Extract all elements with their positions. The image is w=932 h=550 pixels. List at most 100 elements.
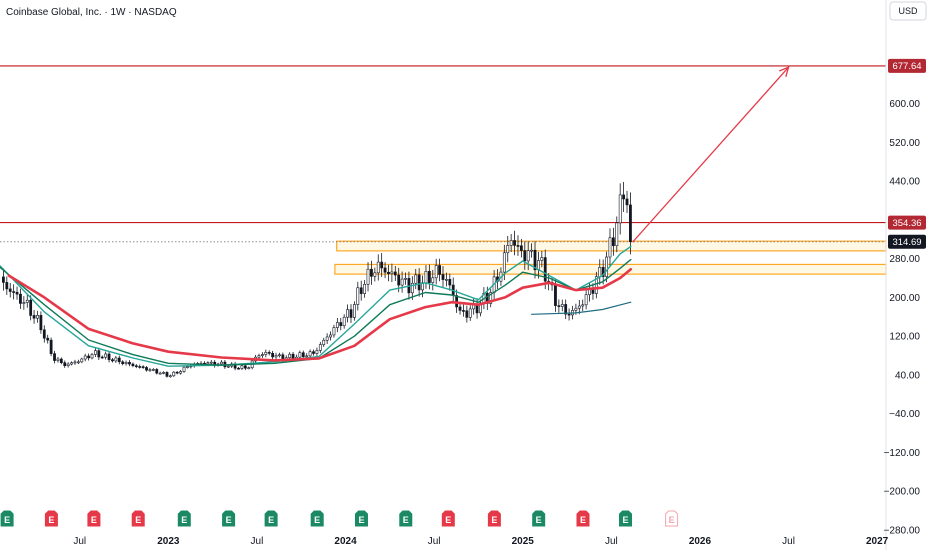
candle-body — [220, 362, 222, 364]
earnings-letter: E — [623, 515, 629, 525]
candle-body — [33, 315, 35, 318]
candle-body — [360, 288, 362, 294]
candle-body — [258, 356, 260, 358]
x-tick-label: Jul — [73, 536, 86, 547]
candle-body — [524, 251, 526, 261]
candle-body — [207, 363, 209, 364]
candle-body — [520, 246, 522, 251]
candle-body — [333, 328, 335, 335]
candle-body — [558, 306, 560, 307]
x-tick-label: 2027 — [866, 536, 889, 547]
candle-body — [241, 366, 243, 369]
earnings-icon[interactable]: E — [666, 511, 678, 526]
price-label-value: 354.36 — [892, 218, 921, 229]
earnings-icon[interactable]: E — [1, 511, 13, 526]
y-tick-label: 280.00 — [889, 254, 920, 265]
currency-button[interactable]: USD — [890, 2, 926, 20]
candle-body — [609, 238, 611, 257]
candle-body — [340, 323, 342, 326]
candle-body — [13, 292, 15, 293]
candle-body — [265, 352, 267, 354]
candle-body — [299, 353, 301, 357]
price-label-value: 314.69 — [892, 237, 921, 248]
candle-body — [319, 345, 321, 351]
candle-body — [125, 362, 127, 363]
candle-body — [503, 253, 505, 272]
candle-body — [353, 304, 355, 317]
candle-body — [74, 362, 76, 363]
earnings-letter: E — [669, 515, 675, 525]
x-tick-label: 2023 — [157, 536, 180, 547]
candle-body — [462, 310, 464, 311]
candle-body — [261, 354, 263, 355]
candle-body — [575, 308, 577, 310]
earnings-letter: E — [580, 515, 586, 525]
candle-body — [469, 309, 471, 317]
candle-body — [43, 330, 45, 338]
candle-body — [381, 262, 383, 268]
earnings-icon[interactable]: E — [355, 511, 367, 526]
candle-body — [23, 303, 25, 304]
candle-body — [599, 267, 601, 276]
earnings-icon[interactable]: E — [533, 511, 545, 526]
candle-body — [159, 373, 161, 374]
candle-body — [152, 369, 154, 370]
candle-body — [278, 355, 280, 356]
earnings-icon[interactable]: E — [577, 511, 589, 526]
earnings-icon[interactable]: E — [488, 511, 500, 526]
earnings-icon[interactable]: E — [620, 511, 632, 526]
candle-body — [132, 364, 134, 366]
earnings-icon[interactable]: E — [88, 511, 100, 526]
candle-body — [122, 362, 124, 364]
candle-body — [227, 366, 229, 367]
currency-label[interactable]: USD — [898, 6, 918, 16]
candle-body — [128, 362, 130, 364]
candle-body — [459, 307, 461, 310]
candle-body — [626, 199, 628, 205]
candle-body — [149, 370, 151, 371]
candle-body — [108, 354, 110, 360]
earnings-icon[interactable]: E — [265, 511, 277, 526]
candle-body — [16, 292, 18, 294]
candle-body — [326, 337, 328, 340]
earnings-icon[interactable]: E — [442, 511, 454, 526]
earnings-icon[interactable]: E — [400, 511, 412, 526]
candle-body — [169, 376, 171, 377]
candle-body — [585, 295, 587, 305]
candle-body — [517, 245, 519, 246]
candle-body — [456, 296, 458, 307]
candle-body — [578, 306, 580, 308]
earnings-icon[interactable]: E — [178, 511, 190, 526]
candle-body — [510, 240, 512, 245]
y-tick-label: −280.00 — [884, 526, 921, 537]
candle-body — [77, 362, 79, 363]
earnings-letter: E — [403, 515, 409, 525]
earnings-letter: E — [226, 515, 232, 525]
candle-body — [309, 352, 311, 356]
candle-body — [88, 356, 90, 358]
candle-body — [370, 269, 372, 276]
earnings-icon[interactable]: E — [132, 511, 144, 526]
candle-body — [244, 366, 246, 368]
earnings-letter: E — [314, 515, 320, 525]
earnings-icon[interactable]: E — [223, 511, 235, 526]
candle-body — [101, 357, 103, 358]
candle-body — [19, 294, 21, 303]
candle-body — [592, 290, 594, 294]
y-tick-label: 200.00 — [889, 293, 920, 304]
candle-body — [183, 367, 185, 371]
candle-body — [302, 353, 304, 357]
earnings-icon[interactable]: E — [311, 511, 323, 526]
candle-body — [616, 223, 618, 246]
y-tick-label: 120.00 — [889, 332, 920, 343]
x-tick-label: 2024 — [334, 536, 357, 547]
candle-body — [237, 368, 239, 369]
earnings-letter: E — [358, 515, 364, 525]
y-tick-label: −200.00 — [884, 487, 921, 498]
y-tick-label: −40.00 — [889, 409, 920, 420]
candle-body — [377, 262, 379, 273]
candle-body — [357, 288, 359, 305]
earnings-icon[interactable]: E — [45, 511, 57, 526]
candle-body — [173, 372, 175, 376]
